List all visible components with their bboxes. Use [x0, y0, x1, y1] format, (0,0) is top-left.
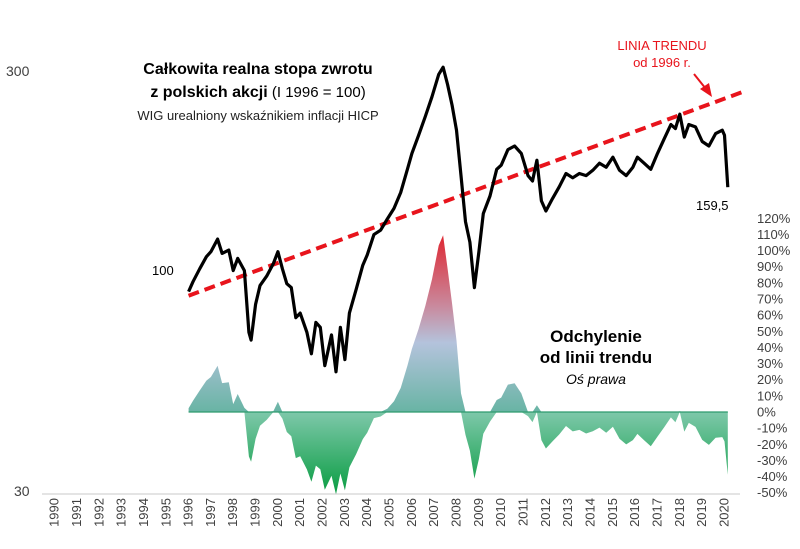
deviation-axis-note: Oś prawa: [566, 371, 626, 387]
right-tick-label: 110%: [757, 227, 790, 242]
x-tick-label: 1991: [69, 498, 84, 527]
right-tick-label: -10%: [757, 421, 788, 436]
end-value-label: 159,5: [696, 198, 729, 213]
x-tick-label: 2011: [516, 498, 531, 526]
deviation-area-negative: [188, 412, 728, 495]
x-axis-ticks: 1990 1991 1992 1993 1994 1995 1996 1997 1998 1999…: [47, 498, 732, 527]
x-tick-label: 1995: [158, 498, 173, 527]
right-tick-label: -30%: [757, 453, 788, 468]
x-tick-label: 1990: [47, 498, 62, 527]
right-tick-label: -20%: [757, 437, 788, 452]
x-tick-label: 1992: [91, 498, 106, 527]
x-tick-label: 2015: [605, 498, 620, 527]
right-tick-label: 70%: [757, 292, 783, 307]
right-tick-label: 100%: [757, 243, 791, 258]
x-tick-label: 2019: [694, 498, 709, 527]
right-tick-label: -40%: [757, 469, 788, 484]
x-tick-label: 2003: [337, 498, 352, 527]
right-axis-ticks: 120%110%100%90%80% 70%60%50%40%30%20%10% 0…: [757, 211, 791, 500]
x-tick-label: 2004: [359, 498, 374, 527]
right-tick-label: 10%: [757, 388, 783, 403]
x-tick-label: 1997: [203, 498, 218, 527]
x-tick-label: 2020: [717, 498, 732, 527]
x-tick-label: 2000: [270, 498, 285, 527]
deviation-area-positive: [188, 235, 728, 412]
x-tick-label: 2014: [583, 498, 598, 527]
right-tick-label: 50%: [757, 324, 783, 339]
x-tick-label: 2016: [627, 498, 642, 527]
trend-label-line2: od 1996 r.: [633, 55, 691, 70]
right-tick-label: 90%: [757, 259, 783, 274]
wig-real-line: [187, 65, 730, 374]
chart-subtitle: WIG urealniony wskaźnikiem inflacji HICP: [137, 108, 378, 123]
x-tick-label: 1998: [225, 498, 240, 527]
x-tick-label: 2002: [315, 498, 330, 527]
x-tick-label: 2018: [672, 498, 687, 527]
left-tick-300: 300: [6, 63, 30, 79]
x-tick-label: 1993: [114, 498, 129, 527]
title-line2-normal: (I 1996 = 100): [268, 84, 366, 101]
deviation-title-line2: od linii trendu: [540, 348, 652, 367]
left-tick-30: 30: [14, 483, 30, 499]
x-tick-label: 2012: [538, 498, 553, 527]
title-line2-bold: z polskich akcji: [150, 84, 267, 101]
right-tick-label: 0%: [757, 405, 776, 420]
trend-label-line1: LINIA TRENDU: [617, 38, 706, 53]
x-tick-label: 2013: [560, 498, 575, 527]
x-tick-label: 1999: [248, 498, 263, 527]
x-tick-label: 1996: [181, 498, 196, 527]
trend-arrow-head: [700, 83, 712, 97]
right-tick-label: 60%: [757, 308, 783, 323]
x-tick-label: 2007: [426, 498, 441, 527]
x-tick-label: 2006: [404, 498, 419, 527]
trend-line: [187, 89, 746, 298]
right-tick-label: 20%: [757, 372, 783, 387]
start-value-label: 100: [152, 263, 174, 278]
right-tick-label: 80%: [757, 275, 783, 290]
deviation-area: [188, 235, 728, 495]
deviation-title-line1: Odchylenie: [550, 327, 642, 346]
right-tick-label: -50%: [757, 485, 788, 500]
x-tick-label: 2005: [382, 498, 397, 527]
x-tick-label: 1994: [136, 498, 151, 527]
right-tick-label: 120%: [757, 211, 791, 226]
chart-title: Całkowita realna stopa zwrotu: [143, 61, 372, 78]
chart-title-line2: z polskich akcji (I 1996 = 100): [150, 84, 365, 101]
x-tick-label: 2008: [449, 498, 464, 527]
right-tick-label: 30%: [757, 356, 783, 371]
x-tick-label: 2017: [650, 498, 665, 527]
right-tick-label: 40%: [757, 340, 783, 355]
x-tick-label: 2001: [292, 498, 307, 527]
x-tick-label: 2010: [493, 498, 508, 527]
x-tick-label: 2009: [471, 498, 486, 527]
